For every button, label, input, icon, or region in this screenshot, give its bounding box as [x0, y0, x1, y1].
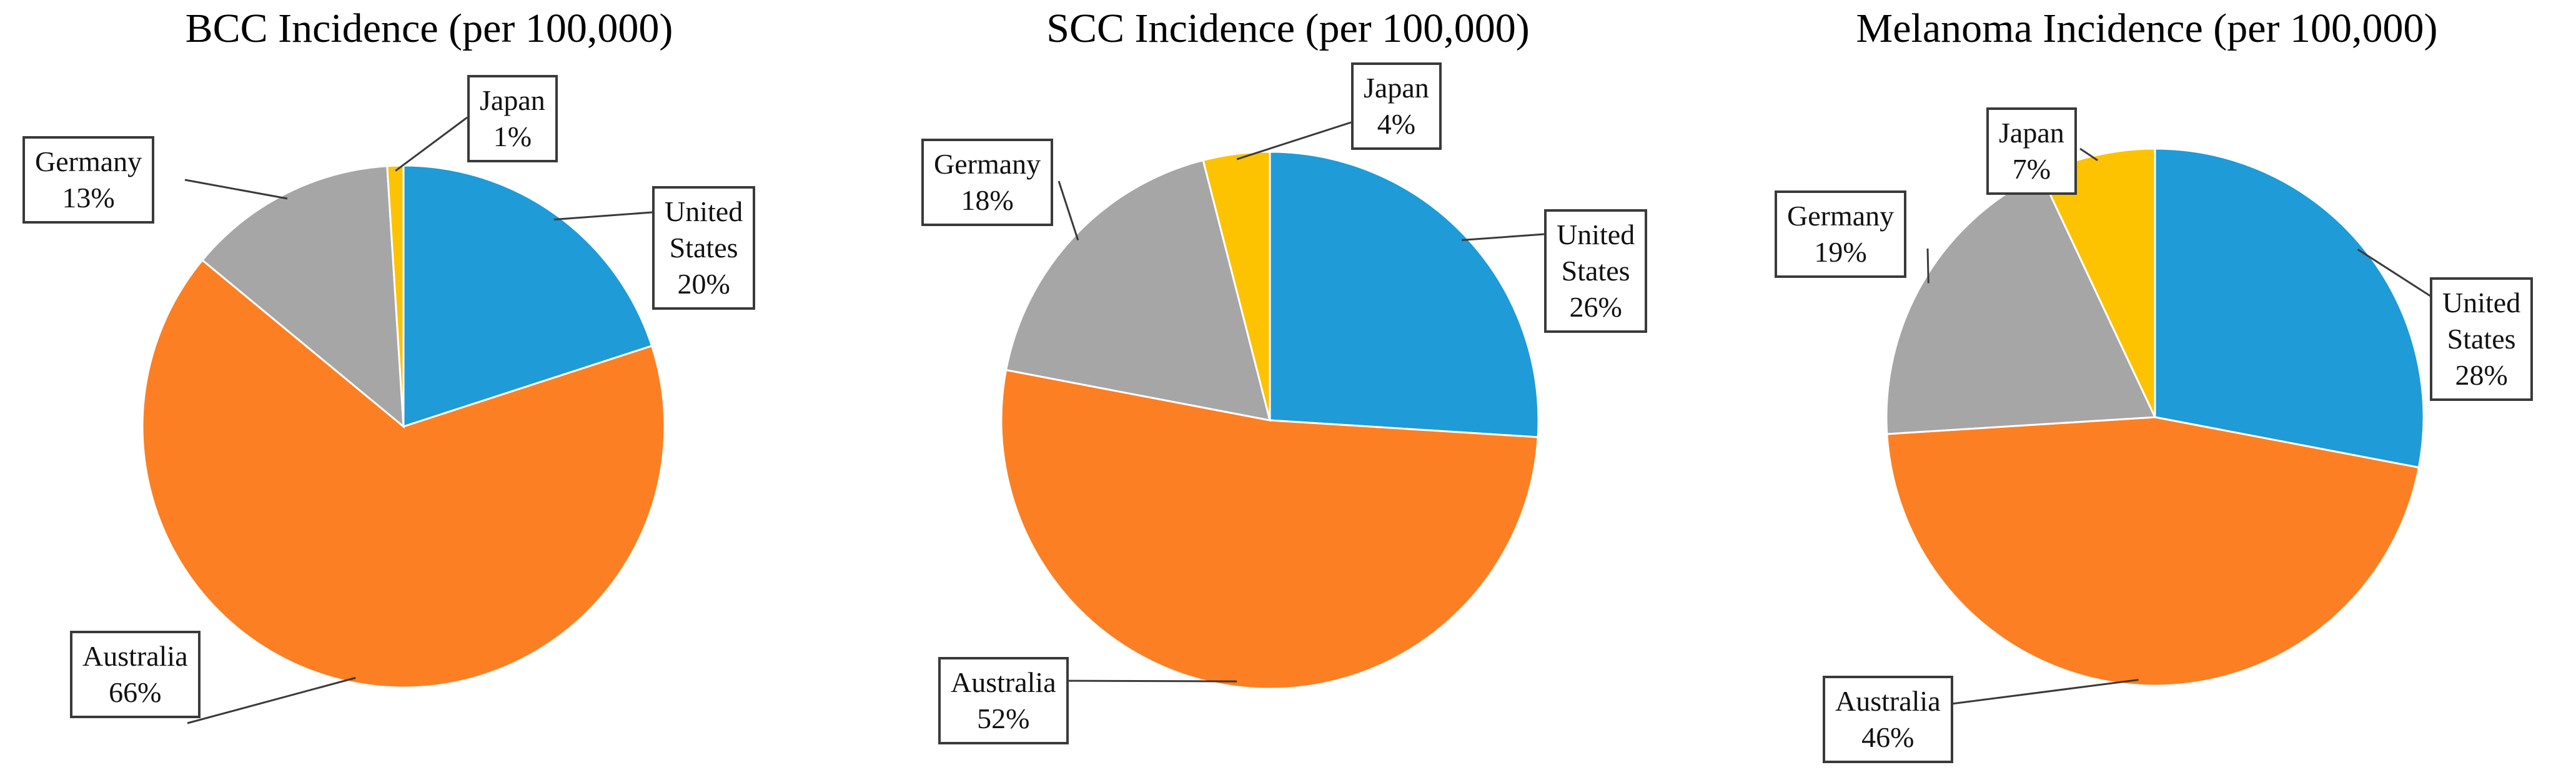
data-label-name-line: United [665, 195, 743, 227]
data-label-name-line: Germany [1787, 200, 1895, 232]
bcc-pie-chart [141, 116, 666, 724]
pie-slice-japan [1202, 151, 1271, 421]
leader-line [553, 211, 653, 221]
pie-slice-united-states [1269, 151, 1540, 438]
data-label-percent: 1% [493, 121, 532, 152]
data-label-name-line: Australia [1835, 685, 1941, 717]
data-label-australia: Australia 66% [70, 631, 201, 718]
data-label-percent: 26% [1569, 291, 1622, 323]
data-label-name-line: Japan [1999, 117, 2064, 149]
leader-line [187, 676, 356, 724]
data-label-percent: 52% [977, 703, 1030, 734]
data-label-percent: 4% [1377, 108, 1416, 140]
data-label-name-line: States [669, 232, 738, 264]
data-label-germany: Germany 13% [22, 136, 155, 224]
pie-slice-united-states [402, 164, 653, 428]
leader-line [2357, 249, 2433, 299]
data-label-united-states: United States 28% [2430, 277, 2534, 401]
data-label-germany: Germany 18% [921, 139, 1054, 226]
leader-line [1462, 233, 1545, 242]
bcc-pie-panel: BCC Incidence (per 100,000) United States… [0, 0, 858, 780]
data-label-name-line: Australia [951, 666, 1056, 698]
data-label-percent: 13% [62, 182, 115, 214]
melanoma-pie-panel: Melanoma Incidence (per 100,000) United S… [1718, 0, 2576, 780]
data-label-name-line: States [2447, 323, 2516, 355]
data-label-percent: 20% [677, 268, 730, 300]
leader-line [184, 179, 288, 200]
scc-pie-panel: SCC Incidence (per 100,000) United States… [859, 0, 1717, 780]
data-label-name-line: United [1557, 219, 1635, 250]
pie-slice-australia [1000, 368, 1539, 690]
bcc-chart-title: BCC Incidence (per 100,000) [185, 6, 673, 51]
data-label-name-line: Australia [82, 640, 188, 672]
data-label-percent: 46% [1861, 721, 1915, 753]
data-label-australia: Australia 52% [938, 657, 1069, 744]
leader-line [2079, 147, 2098, 161]
data-label-japan: Japan 7% [1986, 107, 2077, 195]
pie-slice-united-states [2154, 147, 2425, 469]
pie-slice-australia [1886, 416, 2420, 687]
data-label-united-states: United States 20% [652, 186, 756, 310]
scc-chart-title: SCC Incidence (per 100,000) [1046, 6, 1530, 51]
leader-line [1917, 679, 2139, 709]
data-label-germany: Germany 19% [1775, 190, 1907, 278]
leader-line [1236, 121, 1352, 160]
data-label-name-line: Japan [1364, 72, 1429, 104]
leader-line [395, 116, 468, 172]
melanoma-pie-chart [1885, 147, 2433, 709]
data-label-japan: Japan 4% [1351, 62, 1442, 150]
pie-slice-australia [141, 259, 666, 689]
data-label-percent: 7% [2012, 153, 2051, 185]
melanoma-chart-title: Melanoma Incidence (per 100,000) [1856, 6, 2438, 51]
data-label-australia: Australia 46% [1823, 676, 1953, 763]
data-label-percent: 66% [109, 676, 162, 708]
pie-slice-germany [201, 165, 405, 429]
data-label-name-line: United [2442, 287, 2521, 318]
leader-line [1058, 180, 1079, 240]
data-label-name-line: Germany [35, 146, 142, 177]
data-label-japan: Japan 1% [467, 75, 558, 162]
data-label-name-line: States [1561, 255, 1630, 287]
data-label-united-states: United States 26% [1544, 209, 1648, 333]
data-label-percent: 19% [1814, 236, 1867, 268]
data-label-name-line: Germany [934, 148, 1041, 180]
scc-pie-chart [1000, 121, 1545, 690]
data-label-percent: 28% [2455, 359, 2508, 391]
data-label-percent: 18% [961, 184, 1014, 216]
pie-slice-germany [1004, 159, 1272, 422]
data-label-name-line: Japan [480, 84, 545, 116]
